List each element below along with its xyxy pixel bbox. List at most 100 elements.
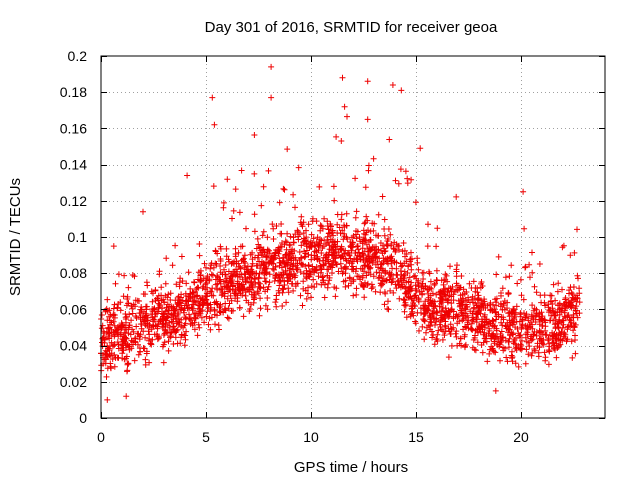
data-point — [280, 269, 287, 276]
data-point — [376, 255, 383, 262]
data-point — [326, 277, 333, 284]
data-point — [310, 276, 317, 283]
data-point — [236, 209, 243, 216]
data-point — [424, 287, 431, 293]
data-point — [314, 255, 321, 262]
data-point — [342, 283, 349, 290]
data-point — [339, 227, 346, 234]
data-point — [168, 305, 175, 311]
data-point — [152, 287, 159, 293]
data-point — [576, 285, 583, 292]
data-point — [148, 311, 155, 318]
data-point — [123, 326, 130, 333]
data-point — [260, 228, 267, 235]
data-point — [331, 250, 338, 257]
data-point — [203, 290, 210, 297]
data-point — [508, 329, 515, 336]
data-point — [541, 292, 548, 299]
data-point — [552, 297, 559, 304]
data-point — [217, 263, 224, 269]
data-point — [124, 360, 131, 367]
data-point — [401, 271, 408, 278]
data-point — [103, 356, 109, 363]
data-point — [406, 274, 413, 281]
data-point — [230, 207, 237, 214]
data-point — [126, 343, 133, 350]
data-point — [518, 337, 525, 344]
data-point — [381, 216, 388, 223]
data-point — [121, 272, 128, 279]
data-point — [214, 273, 220, 279]
data-point — [515, 363, 522, 370]
data-point — [571, 249, 578, 256]
y-tick-label: 0.14 — [60, 157, 87, 173]
data-point — [468, 326, 475, 333]
data-point — [433, 336, 440, 342]
data-point — [446, 328, 453, 335]
x-tick-label: 20 — [513, 429, 529, 445]
data-point — [114, 324, 121, 331]
data-point — [402, 168, 409, 175]
data-point — [556, 306, 563, 313]
data-point — [290, 234, 297, 241]
data-point — [493, 271, 500, 278]
data-point — [513, 318, 520, 325]
data-point — [118, 326, 124, 333]
data-point — [305, 262, 312, 268]
data-point — [320, 261, 327, 268]
data-point — [361, 220, 368, 227]
data-point — [237, 264, 244, 271]
data-point — [272, 273, 279, 279]
data-point — [155, 292, 162, 299]
data-point — [492, 349, 499, 356]
data-point — [563, 338, 570, 345]
data-point — [512, 360, 519, 367]
data-point — [208, 288, 215, 295]
data-point — [499, 285, 506, 292]
data-point — [146, 324, 153, 331]
data-point — [474, 310, 481, 317]
data-point — [272, 263, 279, 270]
data-point — [255, 290, 262, 297]
data-point — [500, 334, 507, 341]
data-point — [279, 285, 286, 292]
y-tick-label: 0.06 — [60, 301, 87, 317]
data-point — [318, 250, 325, 256]
data-point — [346, 259, 353, 266]
data-point — [111, 301, 118, 308]
data-point — [438, 288, 444, 295]
data-point — [499, 334, 506, 341]
data-point — [338, 211, 345, 218]
data-point — [123, 319, 129, 326]
data-point — [266, 279, 273, 286]
data-point — [224, 295, 231, 302]
data-point — [492, 334, 499, 340]
data-point — [383, 277, 390, 284]
data-point — [298, 221, 305, 228]
data-point — [520, 296, 527, 303]
data-point — [410, 273, 417, 280]
data-point — [241, 252, 248, 259]
data-point — [278, 264, 285, 271]
data-point — [481, 313, 488, 320]
data-point — [502, 337, 509, 344]
data-point — [108, 365, 114, 372]
data-point — [477, 284, 484, 291]
data-point — [492, 308, 499, 315]
data-point — [112, 280, 119, 287]
data-point — [175, 321, 182, 328]
data-point — [536, 344, 543, 351]
data-point — [414, 259, 421, 266]
data-point — [384, 256, 391, 263]
data-point — [550, 333, 556, 340]
data-point — [184, 172, 191, 179]
data-point — [412, 272, 419, 279]
data-point — [368, 281, 375, 288]
data-point — [408, 249, 414, 256]
data-point — [502, 274, 509, 281]
data-point — [445, 354, 452, 361]
data-point — [262, 265, 269, 272]
data-point — [415, 266, 422, 273]
data-point — [420, 285, 427, 292]
data-point — [546, 307, 553, 313]
